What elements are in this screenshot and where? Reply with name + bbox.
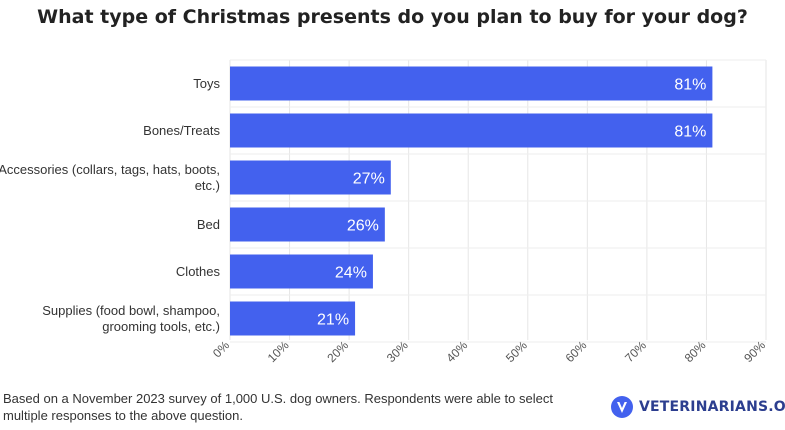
bar: [230, 113, 713, 148]
bar: [230, 207, 385, 242]
bar: [230, 254, 373, 289]
bar-value-label: 24%: [335, 265, 367, 282]
chart-title: What type of Christmas presents do you p…: [37, 6, 748, 28]
category-label: Bed: [0, 217, 220, 233]
category-label: Toys: [0, 76, 220, 92]
category-label-line: etc.): [194, 177, 220, 193]
category-label: Accessories (collars, tags, hats, boots,…: [0, 162, 220, 194]
brand-name: VETERINARIANS.ORG: [639, 399, 785, 415]
bar-value-label: 81%: [674, 77, 706, 94]
category-label-line: Bed: [196, 216, 220, 232]
category-label-line: Bones/Treats: [143, 122, 220, 138]
footnote: Based on a November 2023 survey of 1,000…: [3, 391, 553, 423]
x-tick-label: 0%: [210, 338, 232, 360]
bar: [230, 160, 391, 195]
bar-value-label: 26%: [347, 218, 379, 235]
v-shield-icon: [611, 396, 633, 418]
bar: [230, 301, 356, 336]
category-label-line: Clothes: [175, 263, 220, 279]
bar-value-label: 27%: [353, 171, 385, 188]
bar-value-label: 81%: [674, 124, 706, 141]
bar-chart: 81%81%27%26%24%21%0% 10% 20% 30% 40% 50% 60% 70…: [210, 59, 768, 365]
category-label-line: Toys: [193, 75, 220, 91]
category-label: Supplies (food bowl, shampoo, grooming to…: [0, 303, 220, 335]
category-label-line: Supplies (food bowl, shampoo,: [42, 302, 220, 318]
brand-logo[interactable]: VETERINARIANS.ORG: [610, 395, 785, 419]
bar-value-label: 21%: [317, 312, 349, 329]
category-label: Bones/Treats: [0, 123, 220, 139]
category-label: Clothes: [0, 264, 220, 280]
category-label-line: grooming tools, etc.): [102, 318, 220, 334]
bar: [230, 66, 713, 101]
category-label-line: Accessories (collars, tags, hats, boots,: [0, 161, 220, 177]
